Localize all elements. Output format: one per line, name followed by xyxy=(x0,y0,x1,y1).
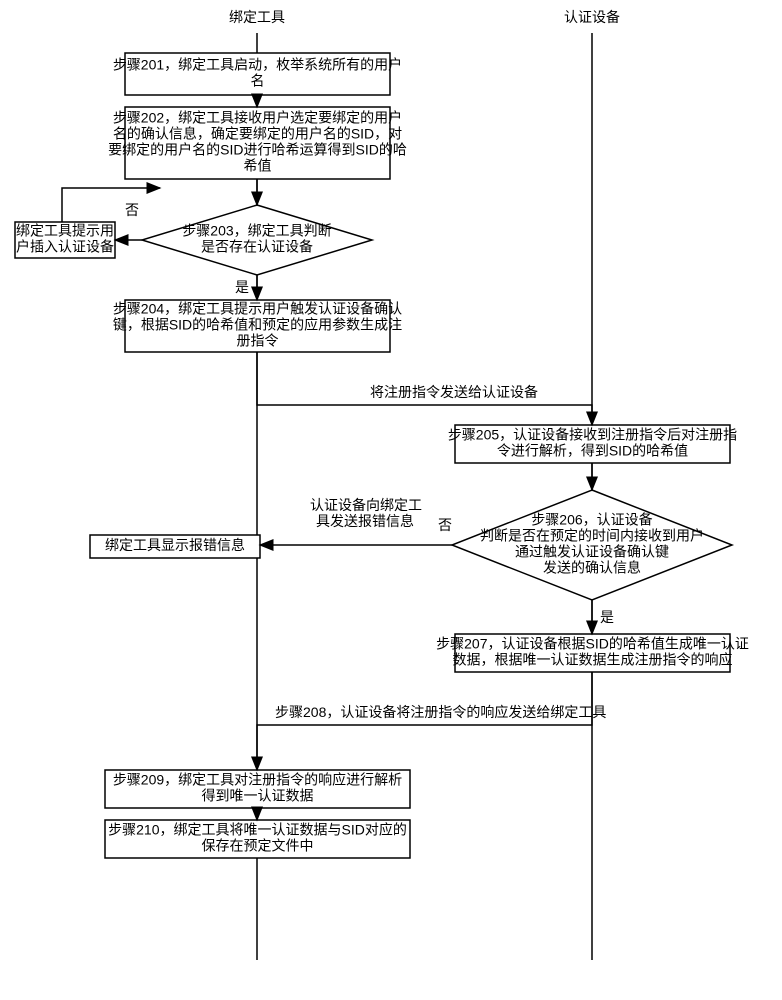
edge-label-e3-yes: 是 xyxy=(235,279,249,295)
node-text: 步骤203，绑定工具判断 xyxy=(182,223,331,239)
node-text: 步骤207，认证设备根据SID的哈希值生成唯一认证 xyxy=(436,636,749,652)
node-text: 步骤202，绑定工具接收用户选定要绑定的用户 xyxy=(113,110,402,126)
node-text: 户插入认证设备 xyxy=(16,239,114,255)
node-text: 步骤201，绑定工具启动，枚举系统所有的用户 xyxy=(113,57,402,73)
edge-label2b-e6-no: 具发送报错信息 xyxy=(316,513,414,529)
node-text: 得到唯一认证数据 xyxy=(202,788,314,804)
node-text: 发送的确认信息 xyxy=(543,560,641,576)
node-text: 是否存在认证设备 xyxy=(201,239,313,255)
edge-label-e4: 将注册指令发送给认证设备 xyxy=(370,384,538,400)
node-text: 名的确认信息，确定要绑定的用户名的SID，对 xyxy=(113,126,402,142)
edge-label-e3-no: 否 xyxy=(125,202,139,218)
node-text: 希值 xyxy=(244,158,272,174)
node-text: 步骤210，绑定工具将唯一认证数据与SID对应的 xyxy=(108,822,407,838)
node-text: 判断是否在预定的时间内接收到用户 xyxy=(480,528,704,544)
edge-e7 xyxy=(257,672,592,770)
node-text: 绑定工具提示用 xyxy=(16,223,114,239)
node-text: 数据，根据唯一认证数据生成注册指令的响应 xyxy=(453,652,733,668)
node-text: 键，根据SID的哈希值和预定的应用参数生成注 xyxy=(113,317,402,333)
node-text: 册指令 xyxy=(237,333,279,349)
node-text: 令进行解析，得到SID的哈希值 xyxy=(497,443,688,459)
edge-label-e7: 步骤208，认证设备将注册指令的响应发送给绑定工具 xyxy=(275,704,606,720)
lane-title-right: 认证设备 xyxy=(564,9,620,25)
node-text: 步骤209，绑定工具对注册指令的响应进行解析 xyxy=(113,772,402,788)
node-text: 名 xyxy=(251,73,265,89)
edge-label-e6-no: 否 xyxy=(438,517,452,533)
node-text: 要绑定的用户名的SID进行哈希运算得到SID的哈 xyxy=(108,142,407,158)
node-text: 绑定工具显示报错信息 xyxy=(105,537,245,553)
node-text: 步骤206，认证设备 xyxy=(531,512,652,528)
lane-title-left: 绑定工具 xyxy=(229,9,285,25)
edge-e3-loop xyxy=(62,188,160,222)
edge-label-e6-yes: 是 xyxy=(600,609,614,625)
node-text: 保存在预定文件中 xyxy=(202,838,314,854)
edge-label2a-e6-no: 认证设备向绑定工 xyxy=(310,497,422,513)
node-text: 通过触发认证设备确认键 xyxy=(515,544,669,560)
node-text: 步骤205，认证设备接收到注册指令后对注册指 xyxy=(448,427,737,443)
node-text: 步骤204，绑定工具提示用户触发认证设备确认 xyxy=(113,301,402,317)
